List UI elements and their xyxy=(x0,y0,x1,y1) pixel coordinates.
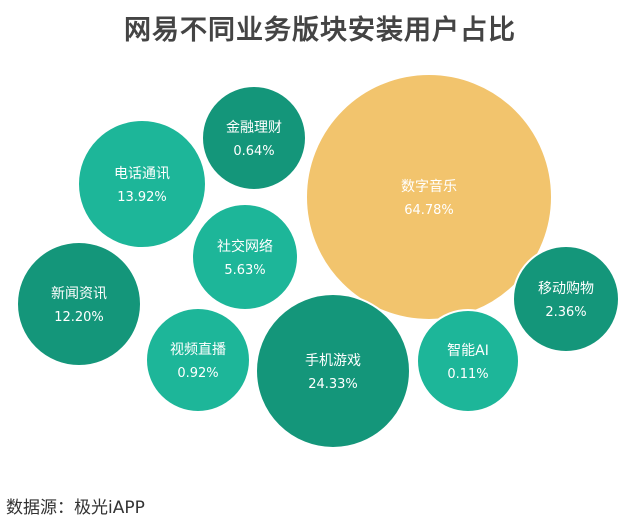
bubble-value-mobile-games: 24.33% xyxy=(308,377,358,392)
bubble-label-mobile-shopping: 移动购物 xyxy=(538,281,594,297)
bubble-circle-mobile-shopping xyxy=(512,245,620,353)
bubble-value-social-network: 5.63% xyxy=(224,263,265,278)
bubble-circle-smart-ai xyxy=(416,309,520,413)
bubble-social-network: 社交网络 5.63% xyxy=(191,203,299,311)
bubble-phone-communication: 电话通讯 13.92% xyxy=(77,119,207,249)
bubble-value-digital-music: 64.78% xyxy=(404,203,454,218)
bubble-circle-digital-music xyxy=(305,73,553,321)
bubble-value-phone-communication: 13.92% xyxy=(117,190,167,205)
source-note: 数据源：极光iAPP xyxy=(6,498,145,518)
bubble-value-smart-ai: 0.11% xyxy=(447,367,488,382)
bubble-news: 新闻资讯 12.20% xyxy=(16,241,142,367)
bubble-label-phone-communication: 电话通讯 xyxy=(114,166,170,182)
bubble-value-finance: 0.64% xyxy=(233,144,274,159)
bubble-value-news: 12.20% xyxy=(54,310,104,325)
bubble-mobile-shopping: 移动购物 2.36% xyxy=(512,245,620,353)
bubble-label-video-live: 视频直播 xyxy=(170,341,226,358)
bubble-value-video-live: 0.92% xyxy=(177,366,218,381)
bubble-value-mobile-shopping: 2.36% xyxy=(545,305,586,320)
bubble-video-live: 视频直播 0.92% xyxy=(145,307,251,413)
bubble-finance: 金融理财 0.64% xyxy=(201,85,307,191)
bubble-label-finance: 金融理财 xyxy=(226,120,282,136)
bubble-mobile-games: 手机游戏 24.33% xyxy=(255,293,411,449)
bubble-label-social-network: 社交网络 xyxy=(217,238,273,255)
bubble-label-digital-music: 数字音乐 xyxy=(401,178,457,195)
bubble-circle-phone-communication xyxy=(77,119,207,249)
bubble-digital-music: 数字音乐 64.78% xyxy=(305,73,553,321)
bubble-circle-news xyxy=(16,241,142,367)
bubble-label-news: 新闻资讯 xyxy=(51,286,107,302)
bubble-circle-video-live xyxy=(145,307,251,413)
bubble-circle-mobile-games xyxy=(255,293,411,449)
bubble-circle-finance xyxy=(201,85,307,191)
bubble-label-smart-ai: 智能AI xyxy=(447,343,489,359)
bubble-circle-social-network xyxy=(191,203,299,311)
bubble-label-mobile-games: 手机游戏 xyxy=(305,353,361,369)
chart-title: 网易不同业务版块安装用户占比 xyxy=(124,15,516,46)
bubble-smart-ai: 智能AI 0.11% xyxy=(416,309,520,413)
